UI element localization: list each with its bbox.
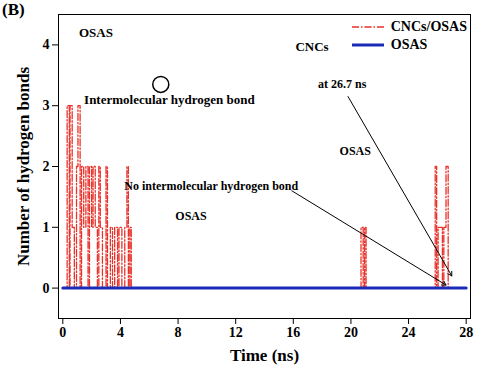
svg-text:20: 20	[344, 325, 358, 340]
svg-text:Intermolecular hydrogen bond: Intermolecular hydrogen bond	[84, 92, 255, 107]
svg-text:OSAS: OSAS	[175, 209, 207, 223]
html-text:OSAS: OSAS	[390, 37, 428, 52]
svg-text:24: 24	[402, 325, 416, 340]
svg-text:2: 2	[43, 159, 50, 174]
svg-text:1: 1	[43, 220, 50, 235]
svg-text:CNCs: CNCs	[295, 39, 328, 54]
svg-text:No intermolecular hydrogen bon: No intermolecular hydrogen bond	[124, 179, 298, 193]
svg-text:Time (ns): Time (ns)	[230, 346, 299, 365]
html-text:(B): (B)	[2, 0, 25, 19]
svg-text:4: 4	[43, 37, 50, 52]
html-text:CNCs/OSAS: CNCs/OSAS	[390, 19, 467, 34]
svg-text:4: 4	[117, 325, 124, 340]
svg-text:Number of hydrogen bonds: Number of hydrogen bonds	[14, 67, 33, 267]
svg-text:at 26.7 ns: at 26.7 ns	[318, 77, 367, 91]
svg-text:OSAS: OSAS	[340, 144, 372, 158]
svg-text:OSAS: OSAS	[79, 25, 113, 40]
svg-text:16: 16	[286, 325, 300, 340]
svg-text:28: 28	[459, 325, 473, 340]
svg-text:0: 0	[43, 281, 50, 296]
svg-text:0: 0	[59, 325, 66, 340]
svg-text:3: 3	[43, 98, 50, 113]
svg-text:12: 12	[229, 325, 243, 340]
svg-text:8: 8	[175, 325, 182, 340]
